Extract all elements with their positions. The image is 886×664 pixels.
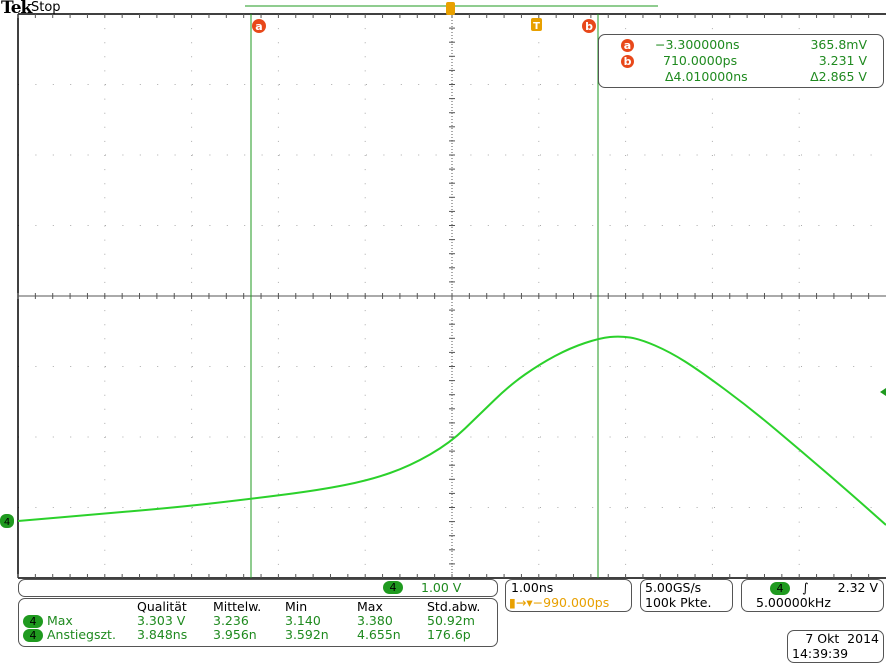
acquisition-box[interactable]: 5.00GS/s 100k Pkte. [640,579,733,612]
record-length: 100k Pkte. [645,595,712,610]
measurement-table: Qualität Mittelw. Min Max Std.abw. 4 Max… [18,598,498,647]
cursor-a-icon: a [621,39,634,52]
svg-text:b: b [585,20,593,33]
graticule [17,13,886,579]
cursor-readout: a −3.300000ns 365.8mV b 710.0000ps 3.231… [598,34,884,88]
cursor-b-icon: b [621,55,634,68]
horizontal-position: ▮→▾−990.000ps [509,595,610,610]
svg-text:4: 4 [4,517,10,528]
cursor-a-time: −3.300000ns [655,37,740,52]
cursor-delta-time: Δ4.010000ns [665,69,748,84]
svg-text:T: T [533,21,540,32]
waveform-trace [17,335,886,526]
header-mean: Mittelw. [213,599,262,614]
trigger-position-icon: ▮→▾ [509,595,533,610]
sample-rate: 5.00GS/s [645,580,702,595]
date: 7 Okt 2014 [805,631,879,646]
header-std: Std.abw. [427,599,481,614]
trigger-source-badge: 4 [770,582,790,595]
acquisition-state: Stop [31,0,61,15]
timebase-box[interactable]: 1.00ns ▮→▾−990.000ps [505,579,632,612]
svg-text:a: a [255,20,262,33]
cursor-a-badge[interactable]: a [252,19,266,33]
rising-edge-icon: ∫ [802,580,809,595]
trigger-position-marker [446,2,455,15]
header-min: Min [285,599,308,614]
measurement-row[interactable]: 4 Max 3.303 V 3.236 3.140 3.380 50.92m [23,614,486,628]
cursor-a-value: 365.8mV [810,37,867,52]
time: 14:39:39 [792,646,849,661]
trigger-marker: T [531,18,542,32]
trigger-level-arrow-icon [880,388,886,396]
measurement-name: Max [46,613,73,628]
datetime-box: 7 Okt 2014 14:39:39 [787,630,884,663]
measurement-row[interactable]: 4 Anstiegszt. 3.848ns 3.956n 3.592n 4.655n 1… [23,628,486,642]
channel-4-scale: 1.00 V [421,580,462,595]
channel-4-badge: 4 [383,581,403,594]
waveform-display[interactable]: T a b 4 [0,0,886,582]
channel-4-ground-marker[interactable]: 4 [0,514,14,528]
channel-badge: 4 [23,629,43,642]
trigger-frequency: 5.00000kHz [756,595,831,610]
header-max: Max [357,599,383,614]
cursor-b-time: 710.0000ps [663,53,738,68]
trigger-level: 2.32 V [837,580,878,595]
channel-badge: 4 [23,615,43,628]
channel-4-scale-box[interactable]: 4 1.00 V [18,579,498,597]
cursor-delta-value: Δ2.865 V [810,69,867,84]
measurement-name: Anstiegszt. [46,627,116,642]
trigger-box[interactable]: 4 ∫ 2.32 V 5.00000kHz [741,579,884,612]
cursor-b-badge[interactable]: b [582,19,596,33]
timebase-scale: 1.00ns [511,580,554,595]
cursor-b-value: 3.231 V [818,53,867,68]
header-quality: Qualität [137,599,187,614]
